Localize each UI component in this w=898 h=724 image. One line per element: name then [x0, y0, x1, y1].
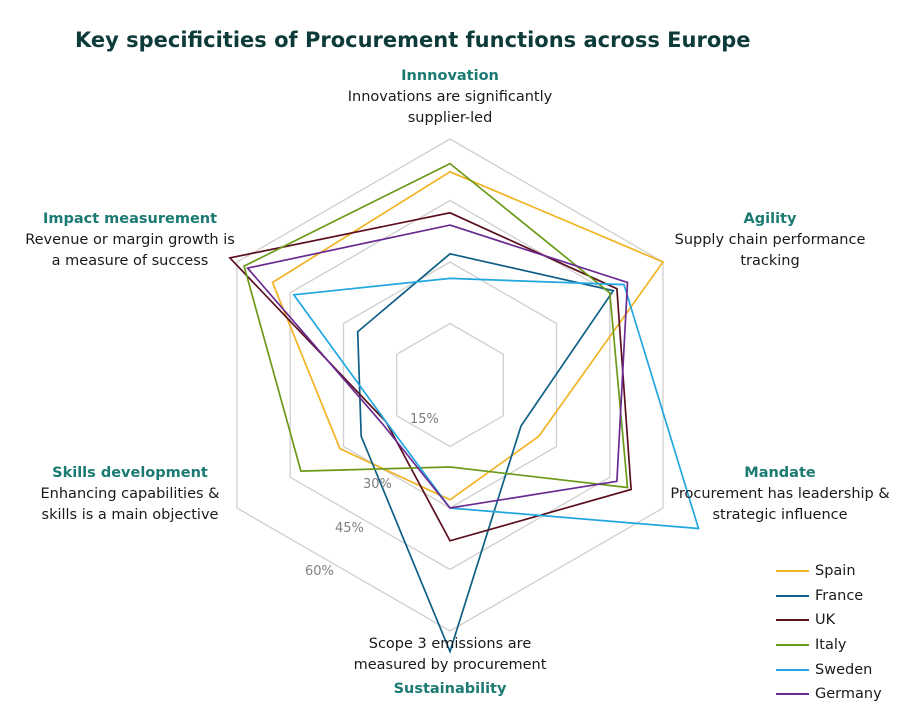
axis-category: Mandate	[744, 465, 816, 481]
axis-category: Impact measurement	[42, 211, 218, 227]
axis-label-mandate: Mandate Procurement has leadership & str…	[650, 463, 898, 526]
legend-item-sweden: Sweden	[776, 657, 882, 682]
axis-category: Agility	[743, 211, 797, 227]
tick-label-45: 45%	[335, 521, 364, 536]
axis-label-agility: Agility Supply chain performance trackin…	[640, 209, 898, 272]
series-line-france	[356, 252, 615, 654]
series-line-italy	[243, 162, 629, 489]
legend-label: Germany	[815, 686, 882, 703]
legend-item-uk: UK	[776, 608, 882, 633]
legend-swatch	[776, 644, 809, 647]
tick-label-15: 15%	[410, 412, 439, 427]
series-line-uk	[228, 211, 632, 542]
axis-description: Scope 3 emissions are measured by procur…	[353, 636, 547, 673]
tick-label-60: 60%	[305, 564, 334, 579]
legend-swatch	[776, 570, 809, 573]
axis-label-skills-development: Skills development Enhancing capabilitie…	[0, 463, 260, 526]
axis-description: Revenue or margin growth is a measure of…	[25, 232, 235, 269]
chart-legend: Spain France UK Italy Sweden Germany	[776, 559, 882, 707]
grid-ring-45	[289, 199, 611, 571]
axis-label-sustainability: Scope 3 emissions are measured by procur…	[300, 634, 600, 700]
legend-swatch	[776, 594, 809, 597]
legend-item-spain: Spain	[776, 559, 882, 584]
legend-label: Italy	[815, 637, 847, 654]
axis-category: Innnovation	[401, 68, 499, 84]
legend-swatch	[776, 693, 809, 696]
axis-category: Sustainability	[393, 681, 507, 697]
axis-description: Enhancing capabilities & skills is a mai…	[40, 486, 220, 523]
axis-description: Procurement has leadership & strategic i…	[670, 486, 890, 523]
chart-title: Key specificities of Procurement functio…	[75, 28, 751, 52]
legend-label: France	[815, 587, 864, 604]
axis-category: Skills development	[52, 465, 208, 481]
series-line-sweden	[292, 277, 700, 530]
legend-item-italy: Italy	[776, 633, 882, 658]
legend-swatch	[776, 668, 809, 671]
axis-description: Supply chain performance tracking	[674, 232, 866, 269]
legend-label: Sweden	[815, 661, 873, 678]
axis-label-innovation: Innnovation Innovations are significantl…	[300, 66, 600, 129]
tick-label-30: 30%	[363, 477, 392, 492]
series-line-spain	[271, 170, 665, 501]
legend-item-germany: Germany	[776, 682, 882, 707]
legend-label: UK	[815, 612, 836, 629]
axis-description: Innovations are significantly supplier-l…	[347, 89, 553, 126]
legend-swatch	[776, 619, 809, 622]
radar-series-group	[228, 162, 700, 654]
series-line-germany	[246, 224, 629, 509]
grid-ring-15	[396, 322, 504, 448]
axis-label-impact-measurement: Impact measurement Revenue or margin gro…	[0, 209, 260, 272]
legend-label: Spain	[815, 563, 856, 580]
legend-item-france: France	[776, 584, 882, 609]
